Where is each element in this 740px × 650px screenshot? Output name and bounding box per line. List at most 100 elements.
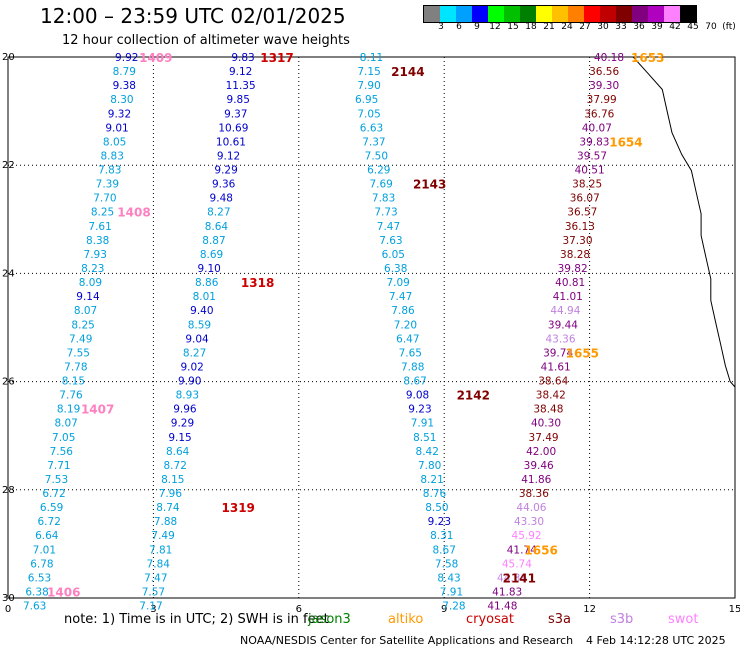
wave-height-value: 6.38 [25, 587, 48, 599]
color-scale-label: 39 [651, 22, 663, 32]
wave-height-value: 7.71 [47, 460, 70, 472]
wave-height-value: 39.46 [524, 460, 554, 472]
wave-height-value: 9.15 [168, 432, 191, 444]
color-swatch [616, 6, 632, 22]
wave-height-value: 7.20 [394, 319, 417, 331]
wave-height-value: 7.15 [357, 66, 380, 78]
wave-height-value: 9.02 [180, 361, 203, 373]
wave-height-value: 38.28 [560, 249, 590, 261]
wave-height-value: 7.84 [147, 558, 171, 570]
wave-height-value: 44.06 [516, 502, 546, 514]
wave-height-value: 8.30 [110, 94, 133, 106]
color-scale-label: 33 [615, 22, 627, 32]
wave-height-value: 41.01 [553, 291, 583, 303]
color-swatch [584, 6, 600, 22]
page-title: 12:00 – 23:59 UTC 02/01/2025 [40, 4, 346, 28]
wave-height-value: 7.47 [377, 221, 400, 233]
wave-height-value: 8.69 [200, 249, 223, 261]
wave-height-value: 9.12 [229, 66, 252, 78]
y-tick-label: 28 [2, 485, 15, 496]
color-swatch [600, 6, 616, 22]
orbit-number-label: 1654 [609, 135, 642, 149]
orbit-number-label: 1656 [524, 543, 557, 557]
x-tick-label: 12 [583, 604, 596, 615]
wave-height-value: 44.94 [550, 305, 580, 317]
wave-height-value: 7.39 [96, 179, 119, 191]
wave-height-value: 8.64 [205, 221, 229, 233]
wave-height-value: 9.04 [185, 333, 209, 345]
orbit-number-label: 1408 [117, 206, 150, 220]
wave-height-value: 7.47 [144, 572, 167, 584]
color-scale-label: 36 [633, 22, 645, 32]
color-swatch [440, 6, 456, 22]
wave-height-value: 7.63 [379, 235, 402, 247]
wave-height-value: 7.96 [159, 488, 183, 500]
wave-height-value: 7.49 [69, 333, 92, 345]
wave-height-value: 6.78 [30, 558, 53, 570]
wave-height-value: 37.99 [587, 94, 617, 106]
color-scale-label: 24 [561, 22, 573, 32]
wave-height-value: 8.74 [156, 502, 180, 514]
wave-height-value: 9.12 [217, 150, 240, 162]
wave-height-value: 7.55 [67, 347, 90, 359]
color-swatch [648, 6, 664, 22]
wave-height-value: 8.09 [79, 277, 102, 289]
wave-height-value: 8.59 [188, 319, 211, 331]
wave-height-value: 41.86 [521, 474, 551, 486]
orbit-number-label: 1406 [47, 586, 80, 600]
color-scale-labels: 3 6 9 12 15 18 21 24 27 30 33 36 39 42 45 70 (ft) [423, 22, 740, 34]
wave-height-value: 39.30 [589, 80, 619, 92]
wave-height-value: 41.83 [492, 587, 522, 599]
wave-height-value: 8.25 [91, 207, 114, 219]
wave-height-value: 8.27 [207, 207, 230, 219]
satellite-legend: jason3 altiko cryosat s3a s3b swot [302, 612, 732, 630]
wave-height-value: 41.74 [507, 544, 537, 556]
wave-height-value: 7.70 [93, 193, 116, 205]
wave-height-value: 7.61 [88, 221, 111, 233]
color-scale-label: 27 [579, 22, 591, 32]
color-swatch [536, 6, 552, 22]
wave-height-value: 7.81 [149, 544, 172, 556]
wave-height-value: 7.56 [50, 446, 74, 458]
wave-height-value: 7.80 [418, 460, 441, 472]
wave-height-value: 8.51 [413, 432, 436, 444]
y-tick-label: 26 [2, 377, 15, 388]
color-swatch [424, 6, 440, 22]
wave-height-value: 42.00 [526, 446, 556, 458]
wave-height-value: 8.21 [420, 474, 443, 486]
wave-height-value: 37.49 [529, 432, 559, 444]
wave-height-value: 9.29 [214, 165, 237, 177]
wave-height-value: 9.83 [231, 52, 254, 64]
wave-height-value: 7.47 [389, 291, 412, 303]
wave-height-value: 8.86 [195, 277, 219, 289]
generated-timestamp: 4 Feb 14:12:28 UTC 2025 [586, 634, 726, 647]
orbit-number-label: 2142 [457, 389, 490, 403]
satellite-legend-item: altiko [388, 612, 424, 627]
wave-height-value: 9.38 [113, 80, 136, 92]
wave-height-value: 9.92 [115, 52, 138, 64]
wave-height-value: 6.53 [28, 572, 51, 584]
wave-height-value: 7.09 [386, 277, 409, 289]
wave-height-value: 9.14 [76, 291, 100, 303]
color-scale-label: 42 [669, 22, 681, 32]
color-scale-label: 45 [687, 22, 699, 32]
orbit-number-label: 2141 [503, 571, 536, 585]
wave-height-value: 7.91 [411, 418, 434, 430]
wave-height-value: 7.49 [151, 530, 174, 542]
color-swatch [472, 6, 488, 22]
wave-height-value: 6.72 [42, 488, 65, 500]
y-tick-label: 22 [2, 160, 15, 171]
wave-height-value: 8.79 [113, 66, 136, 78]
wave-height-value: 8.64 [166, 446, 190, 458]
satellite-legend-item: s3b [610, 612, 634, 627]
wave-height-value: 8.27 [183, 347, 206, 359]
wave-height-value: 7.65 [399, 347, 422, 359]
wave-height-value: 8.07 [54, 418, 77, 430]
wave-height-value: 9.01 [105, 122, 128, 134]
footer-note: note: 1) Time is in UTC; 2) SWH is in fe… [64, 612, 329, 627]
color-scale-label: 18 [525, 22, 537, 32]
wave-height-value: 41.61 [541, 361, 571, 373]
wave-height-value: 9.48 [210, 193, 233, 205]
y-tick-label: 24 [2, 268, 15, 279]
wave-height-value: 8.67 [403, 376, 426, 388]
